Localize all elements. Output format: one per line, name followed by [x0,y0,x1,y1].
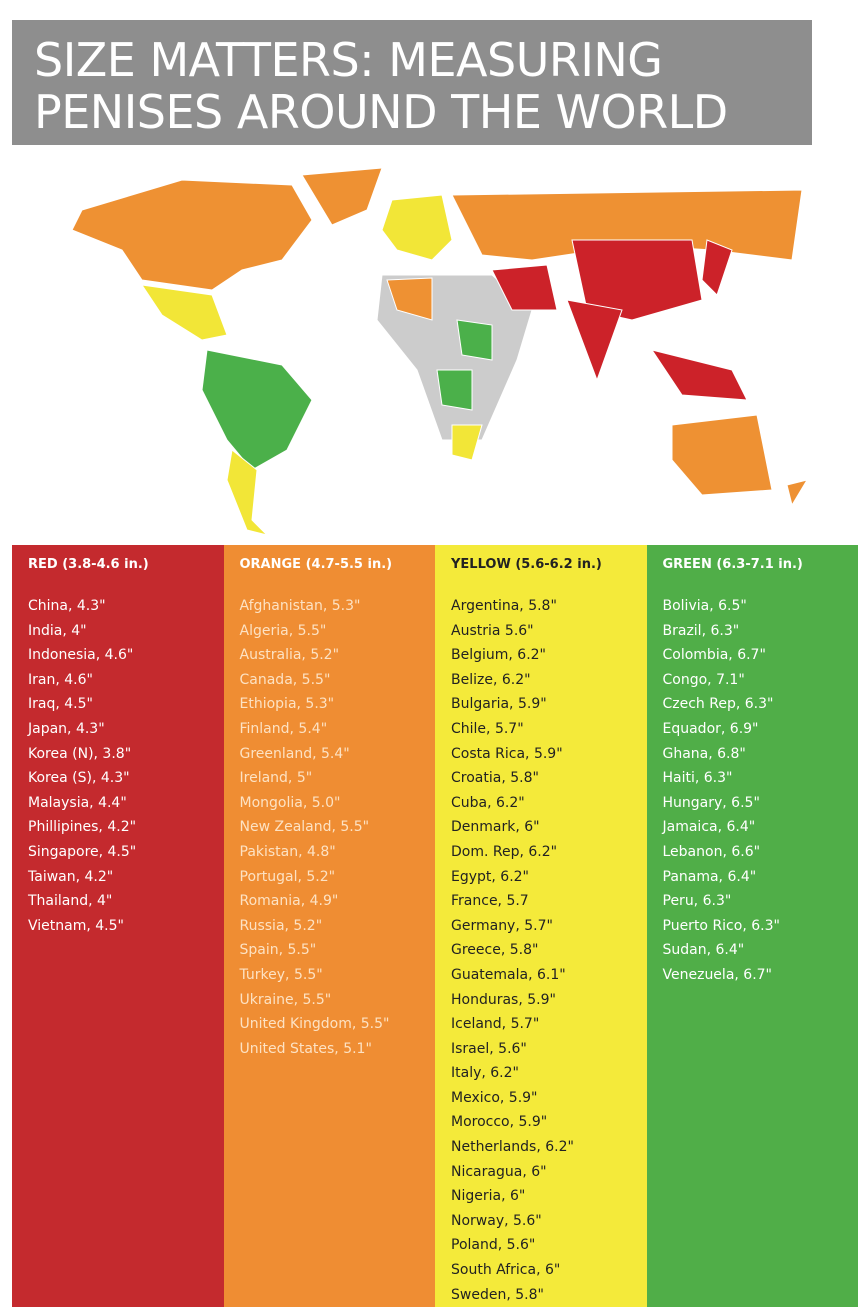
country-entry: Taiwan, 4.2" [28,868,114,885]
country-entry: Iran, 4.6" [28,671,93,688]
country-entry: Nigeria, 6" [451,1188,526,1205]
columns: RED (3.8-4.6 in.) China, 4.3" India, 4" Ind… [12,545,858,1307]
country-entry: Denmark, 6" [451,819,540,836]
country-entry: Hungary, 6.5" [662,794,760,811]
country-entry: Afghanistan, 5.3" [239,598,361,614]
country-entry: Turkey, 5.5" [239,966,323,983]
country-entry: Equador, 6.9" [662,720,759,737]
column-header: ORANGE (4.7-5.5 in.) [239,557,393,572]
country-entry: Austria 5.6" [451,622,534,639]
country-entry: Chile, 5.7" [451,720,524,737]
country-entry: Iraq, 4.5" [28,696,93,713]
country-entry: Japan, 4.3" [28,720,105,737]
country-entry: United States, 5.1" [239,1040,372,1057]
column: GREEN (6.3-7.1 in.) Bolivia, 6.5" Brazil, … [646,545,858,1307]
country-entry: Mexico, 5.9" [451,1089,538,1106]
country-entry: China, 4.3" [28,598,106,614]
country-entry: Canada, 5.5" [239,671,331,688]
country-entry: Argentina, 5.8" [451,598,557,614]
country-entry: United Kingdom, 5.5" [239,1016,390,1033]
country-entry: Ethiopia, 5.3" [239,696,335,713]
country-entry: Korea (S), 4.3" [28,770,130,787]
country-entry: Belgium, 6.2" [451,647,546,664]
country-entry: Jamaica, 6.4" [662,819,756,836]
country-entry: Panama, 6.4" [662,868,757,885]
title-line: PENISES AROUND THE WORLD [34,85,728,139]
country-entry: Singapore, 4.5" [28,843,137,860]
country-entry: South Africa, 6" [451,1262,561,1279]
country-entry: Bulgaria, 5.9" [451,696,547,713]
country-entry: Venezuela, 6.7" [662,966,773,983]
country-entry: Peru, 6.3" [662,893,732,910]
country-entry: Haiti, 6.3" [662,770,733,787]
country-entry: Greenland, 5.4" [239,745,350,762]
country-entry: Colombia, 6.7" [662,647,766,664]
title-box: SIZE MATTERS: MEASURING PENISES AROUND T… [12,20,812,145]
country-entry: Lebanon, 6.6" [662,843,761,860]
country-entry: Greece, 5.8" [451,942,539,959]
country-entry: France, 5.7 [451,893,529,910]
country-entry: Morocco, 5.9" [451,1114,548,1131]
country-entry: Pakistan, 4.8" [239,843,336,860]
country-entry: Australia, 5.2" [239,647,340,664]
country-entry: Czech Rep, 6.3" [662,696,774,713]
country-entry: Portugal, 5.2" [239,868,336,885]
country-entry: Russia, 5.2" [239,917,323,934]
country-entry: Malaysia, 4.4" [28,794,127,811]
column-header: RED (3.8-4.6 in.) [28,557,149,572]
country-entry: Vietnam, 4.5" [28,917,124,934]
column: ORANGE (4.7-5.5 in.) Afghanistan, 5.3" Alg… [223,545,435,1307]
country-entry: Brazil, 6.3" [662,622,740,639]
country-entry: Ghana, 6.8" [662,745,746,762]
country-entry: Poland, 5.6" [451,1237,536,1254]
country-entry: Indonesia, 4.6" [28,647,134,664]
country-entry: Norway, 5.6" [451,1212,542,1229]
column: RED (3.8-4.6 in.) China, 4.3" India, 4" Ind… [12,545,224,1307]
column: YELLOW (5.6-6.2 in.) Argentina, 5.8" Austr… [435,545,647,1307]
country-entry: Dom. Rep, 6.2" [451,843,558,860]
country-entry: Costa Rica, 5.9" [451,745,563,762]
country-entry: Finland, 5.4" [239,720,328,737]
country-entry: Sudan, 6.4" [662,942,745,959]
country-entry: Belize, 6.2" [451,671,531,688]
country-entry: Cuba, 6.2" [451,794,525,811]
column-header: GREEN (6.3-7.1 in.) [662,557,803,572]
country-entry: Puerto Rico, 6.3" [662,917,780,934]
country-entry: Egypt, 6.2" [451,868,529,885]
country-entry: Mongolia, 5.0" [239,794,341,811]
country-entry: Korea (N), 3.8" [28,745,132,762]
country-entry: Bolivia, 6.5" [662,598,747,614]
title-line: SIZE MATTERS: MEASURING [34,33,663,87]
country-entry: Honduras, 5.9" [451,991,556,1008]
country-entry: Italy, 6.2" [451,1065,519,1082]
country-entry: Ireland, 5" [239,770,313,787]
country-entry: Congo, 7.1" [662,671,745,688]
country-entry: Iceland, 5.7" [451,1016,540,1033]
country-entry: Thailand, 4" [28,893,113,910]
country-entry: New Zealand, 5.5" [239,819,370,836]
country-entry: Nicaragua, 6" [451,1163,547,1180]
country-entry: Guatemala, 6.1" [451,966,566,983]
country-entry: Phillipines, 4.2" [28,819,137,836]
country-entry: India, 4" [28,622,87,639]
country-entry: Algeria, 5.5" [239,622,327,639]
country-entry: Spain, 5.5" [239,942,317,959]
country-entry: Sweden, 5.8" [451,1286,544,1303]
country-entry: Ukraine, 5.5" [239,991,332,1008]
country-entry: Romania, 4.9" [239,893,339,910]
country-entry: Germany, 5.7" [451,917,553,934]
country-entry: Croatia, 5.8" [451,770,539,787]
country-entry: Netherlands, 6.2" [451,1139,574,1156]
column-header: YELLOW (5.6-6.2 in.) [451,557,602,572]
world-map [71,167,809,536]
country-entry: Israel, 5.6" [451,1040,527,1057]
